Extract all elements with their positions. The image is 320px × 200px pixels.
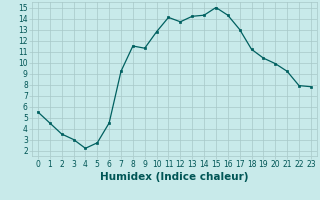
- X-axis label: Humidex (Indice chaleur): Humidex (Indice chaleur): [100, 172, 249, 182]
